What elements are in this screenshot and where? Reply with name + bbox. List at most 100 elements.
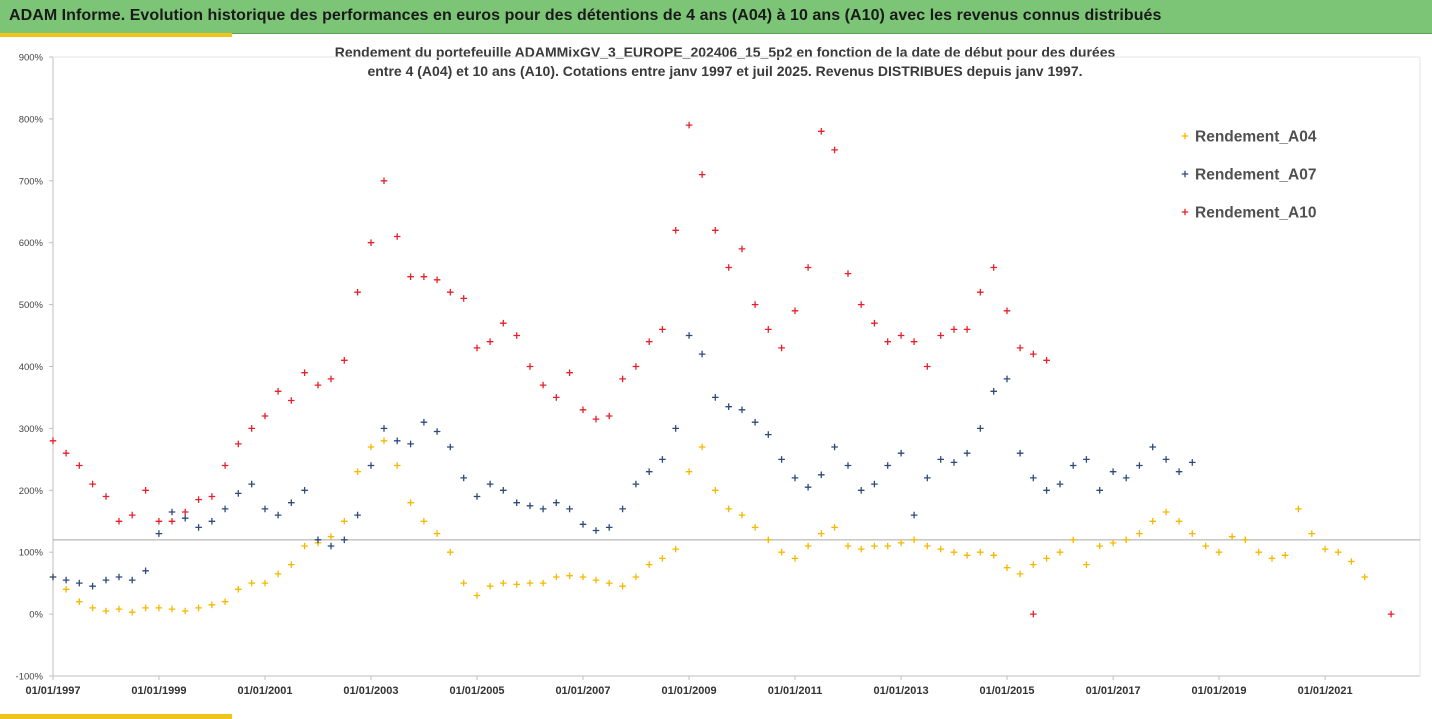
data-point — [195, 604, 202, 612]
legend-marker — [1181, 132, 1189, 140]
y-tick-label: -100% — [16, 672, 44, 683]
data-point — [1003, 307, 1011, 315]
data-point — [1083, 561, 1090, 568]
data-point — [447, 288, 454, 296]
data-point — [791, 307, 799, 315]
data-point — [751, 301, 759, 308]
data-point — [301, 487, 308, 494]
data-point — [698, 350, 706, 358]
data-point — [685, 332, 693, 339]
data-point — [937, 332, 944, 339]
data-point — [1308, 530, 1316, 537]
data-point — [102, 607, 110, 615]
data-point — [685, 468, 693, 475]
data-point — [274, 388, 282, 395]
data-point — [1096, 542, 1103, 550]
data-point — [897, 539, 905, 547]
data-point — [500, 319, 507, 327]
data-point — [301, 542, 308, 550]
data-point — [89, 604, 96, 612]
data-point — [804, 542, 812, 550]
data-point — [181, 508, 189, 516]
data-point — [473, 592, 481, 599]
x-tick-label: 01/01/2013 — [874, 685, 929, 697]
data-point — [1334, 548, 1342, 556]
data-point — [486, 582, 494, 590]
data-point — [897, 332, 905, 339]
y-tick-label: 200% — [19, 486, 44, 497]
data-point — [433, 276, 441, 284]
data-point — [1016, 449, 1024, 457]
data-point — [89, 582, 96, 590]
data-point — [778, 548, 785, 556]
data-point — [460, 295, 467, 302]
data-point — [513, 581, 520, 588]
data-point — [115, 605, 123, 613]
y-tick-label: 400% — [19, 362, 44, 373]
data-point — [1056, 548, 1064, 556]
data-point — [1030, 474, 1037, 482]
data-point — [380, 437, 388, 445]
data-point — [1175, 468, 1183, 475]
data-point — [1215, 548, 1223, 556]
data-point — [765, 536, 772, 544]
data-point — [447, 443, 454, 451]
data-point — [473, 344, 481, 352]
data-point — [910, 338, 918, 345]
y-tick-label: 300% — [19, 424, 44, 435]
data-point — [553, 394, 560, 401]
x-tick-label: 01/01/2019 — [1192, 685, 1247, 697]
data-point — [632, 480, 640, 488]
data-point — [645, 338, 653, 345]
legend-label: Rendement_A04 — [1195, 129, 1317, 146]
data-point — [1321, 545, 1329, 553]
data-point — [1016, 344, 1024, 352]
data-point — [327, 533, 335, 540]
data-point — [539, 381, 547, 389]
data-point — [367, 239, 375, 246]
chart-title: Rendement du portefeuille ADAMMixGV_3_EU… — [160, 43, 1290, 81]
data-point — [208, 601, 216, 609]
data-point — [288, 499, 295, 506]
data-point — [871, 542, 878, 550]
data-point — [910, 536, 918, 544]
x-tick-label: 01/01/2017 — [1086, 685, 1141, 697]
x-tick-label: 01/01/1999 — [131, 685, 186, 697]
data-point — [924, 474, 931, 482]
data-point — [605, 579, 613, 587]
series-rendement-a04 — [49, 437, 1368, 616]
data-point — [168, 508, 176, 516]
series-rendement-a07 — [49, 332, 1196, 590]
y-tick-label: 100% — [19, 548, 44, 559]
axes-layer: -100% 0% 100% 200% 300% 400% 500% 600% 700% 800% 9… — [16, 53, 1421, 697]
data-point — [341, 518, 348, 525]
data-point — [208, 518, 216, 525]
data-point — [1069, 462, 1077, 469]
data-point — [592, 415, 600, 423]
data-point — [1030, 561, 1037, 568]
data-point — [579, 406, 587, 414]
data-point — [155, 604, 163, 612]
data-point — [712, 227, 719, 234]
y-tick-label: 700% — [19, 176, 44, 187]
data-point — [791, 474, 799, 482]
data-point — [1096, 487, 1103, 494]
data-point — [857, 545, 865, 553]
data-point — [1122, 474, 1130, 482]
data-point — [115, 573, 123, 581]
data-point — [49, 573, 57, 581]
data-point — [1149, 443, 1156, 451]
data-point — [248, 480, 255, 488]
data-point — [1348, 558, 1355, 565]
data-point — [950, 459, 958, 466]
data-point — [1387, 610, 1395, 618]
data-point — [142, 567, 149, 575]
data-point — [1016, 570, 1024, 578]
legend-marker — [1181, 170, 1189, 178]
data-point — [168, 605, 176, 613]
x-tick-label: 01/01/2001 — [237, 685, 292, 697]
data-point — [884, 338, 891, 345]
data-point — [818, 128, 825, 135]
data-point — [765, 326, 772, 333]
data-point — [341, 536, 348, 544]
